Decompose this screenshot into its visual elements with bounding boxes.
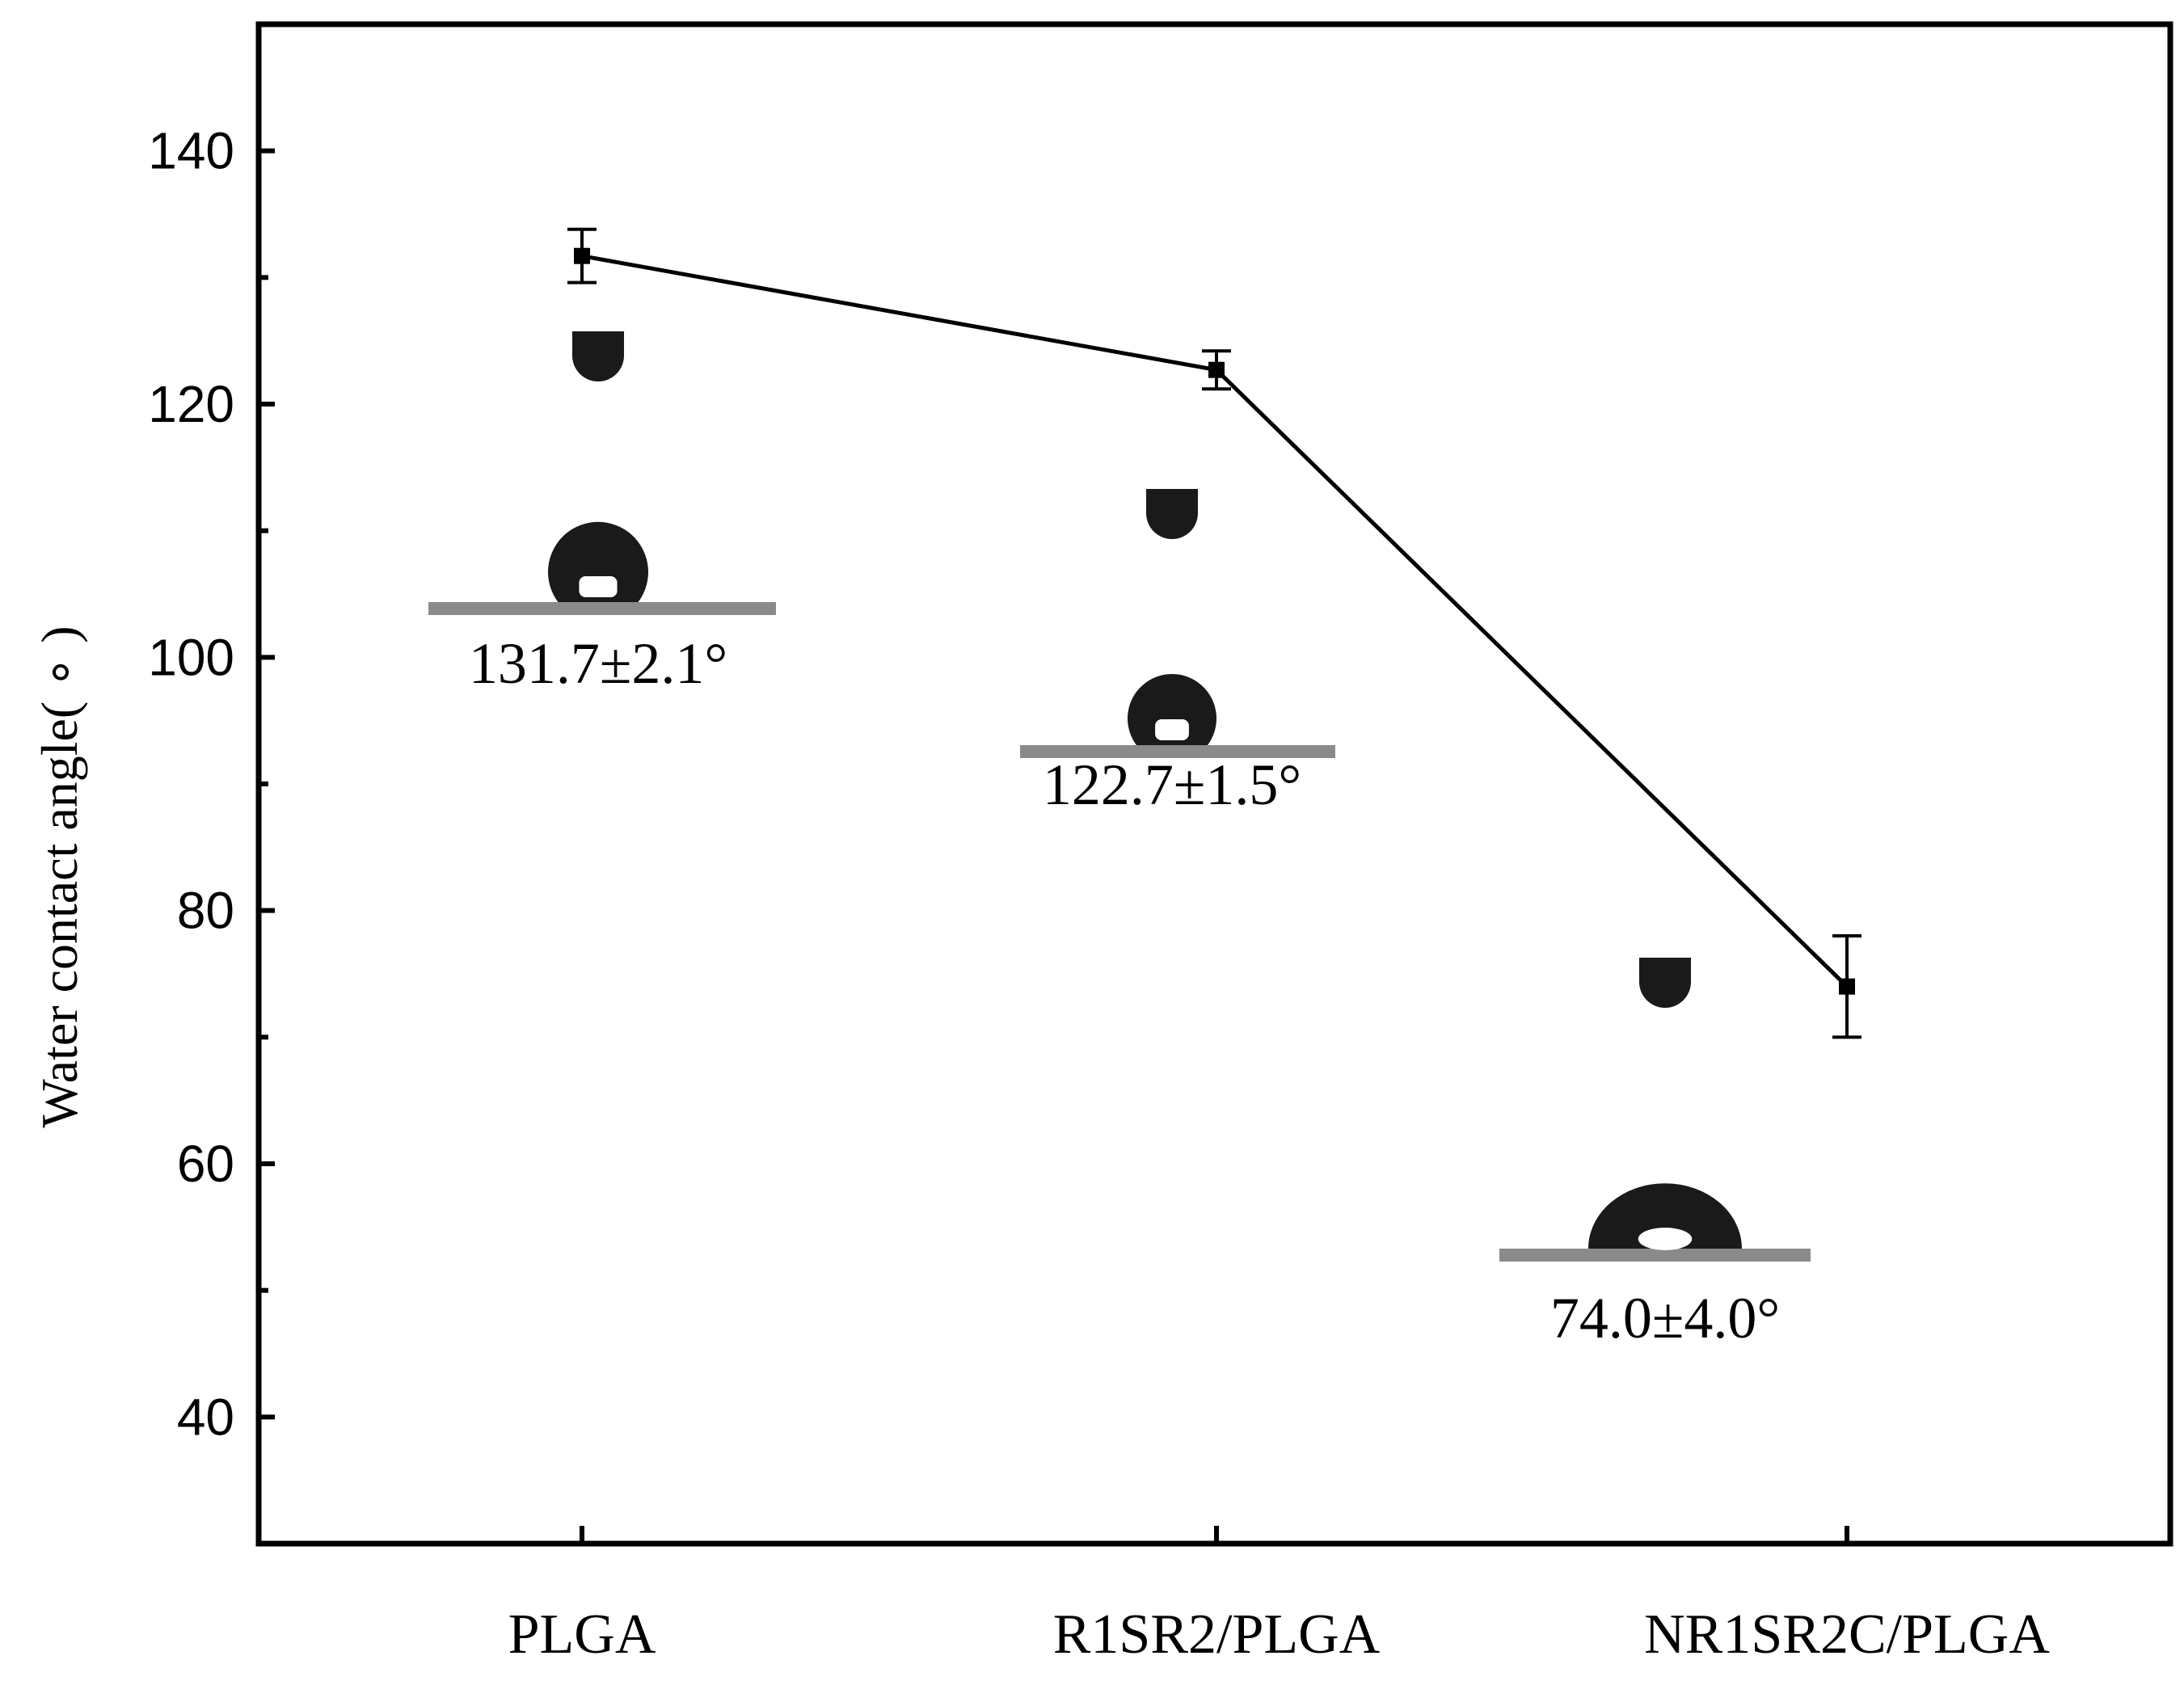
axis-ticks	[259, 148, 1849, 1544]
y-tick-label: 140	[148, 122, 234, 180]
x-tick-label: PLGA	[508, 1603, 656, 1666]
y-tick-label: 60	[177, 1135, 234, 1193]
droplet-insets	[428, 331, 1811, 1262]
substrate	[1020, 745, 1335, 758]
x-tick-label: NR1SR2C/PLGA	[1644, 1603, 2050, 1666]
sessile-drop	[548, 521, 648, 602]
sessile-drop	[1128, 673, 1216, 745]
value-annotation: 74.0±4.0°	[1550, 1286, 1780, 1350]
sessile-drop	[1588, 1183, 1742, 1249]
needle-drop	[1639, 958, 1691, 1008]
substrate	[428, 602, 776, 615]
value-annotations: 131.7±2.1° 122.7±1.5° 74.0±4.0°	[469, 631, 1780, 1350]
y-tick-label: 40	[177, 1388, 234, 1446]
data-point	[1839, 978, 1855, 995]
y-axis-title: Water contact angle( ∘ )	[31, 626, 88, 1127]
data-point	[574, 247, 590, 264]
droplet-photo-1	[428, 331, 776, 615]
data-point	[1208, 361, 1225, 378]
drop-highlight	[1638, 1228, 1693, 1250]
y-tick-label: 120	[148, 375, 234, 433]
substrate	[1499, 1249, 1811, 1262]
drop-highlight	[1155, 719, 1189, 740]
droplet-photo-2	[1020, 489, 1335, 758]
needle-drop	[1146, 489, 1198, 539]
value-annotation: 122.7±1.5°	[1043, 752, 1301, 817]
x-tick-label: R1SR2/PLGA	[1053, 1603, 1381, 1666]
drop-highlight	[579, 576, 618, 597]
value-annotation: 131.7±2.1°	[469, 631, 727, 696]
y-tick-label: 80	[177, 882, 234, 940]
droplet-photo-3	[1499, 958, 1811, 1262]
y-tick-label: 100	[148, 628, 234, 686]
tick-labels: 40 60 80 100 120 140 PLGA R1SR2/PLGA NR1SR2C/PLG…	[148, 122, 2050, 1666]
series-layer	[567, 227, 1861, 1039]
needle-drop	[572, 331, 624, 381]
